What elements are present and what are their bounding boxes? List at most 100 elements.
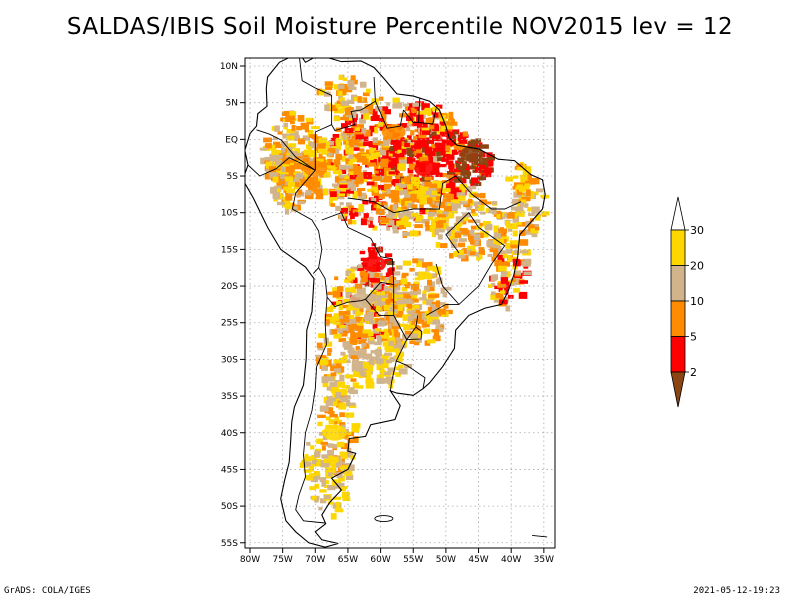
moisture-cell	[316, 158, 324, 162]
moisture-cell	[454, 232, 462, 238]
moisture-cell	[340, 97, 345, 103]
moisture-cell	[519, 202, 524, 207]
moisture-cell	[380, 158, 389, 164]
moisture-cell	[320, 358, 329, 366]
moisture-cell	[397, 163, 406, 171]
moisture-cell	[469, 165, 477, 170]
moisture-cell	[498, 302, 508, 307]
moisture-cell	[352, 436, 359, 443]
moisture-cell	[479, 192, 486, 199]
south-georgia	[532, 534, 548, 538]
moisture-cell	[338, 193, 346, 197]
moisture-cell	[324, 81, 333, 86]
moisture-cell	[437, 220, 446, 224]
moisture-cell	[389, 356, 394, 362]
moisture-cell	[268, 166, 277, 173]
moisture-cell	[437, 182, 445, 189]
moisture-cell	[505, 176, 513, 182]
moisture-cell	[359, 330, 366, 338]
moisture-cell	[367, 188, 372, 192]
moisture-cell	[496, 262, 506, 269]
moisture-cell	[273, 136, 278, 141]
moisture-cell	[375, 207, 381, 215]
moisture-cell	[380, 151, 387, 156]
moisture-cell	[334, 380, 340, 385]
moisture-cell	[357, 265, 366, 271]
moisture-cell	[290, 161, 298, 166]
moisture-cell	[339, 412, 345, 418]
moisture-cell	[425, 209, 432, 215]
moisture-cell	[379, 147, 386, 152]
moisture-cell	[360, 371, 367, 377]
moisture-cell	[326, 443, 333, 447]
moisture-cell	[335, 501, 341, 509]
moisture-cell	[396, 153, 405, 161]
moisture-cell	[413, 136, 418, 141]
moisture-cell	[333, 359, 342, 364]
moisture-cell	[348, 157, 355, 163]
moisture-cell	[435, 221, 444, 228]
moisture-cell	[425, 225, 433, 231]
moisture-cell	[284, 178, 290, 186]
moisture-cell	[479, 199, 487, 203]
moisture-cell	[388, 210, 396, 217]
moisture-cell	[363, 112, 370, 120]
moisture-cell	[474, 182, 482, 186]
moisture-cell	[432, 267, 439, 272]
moisture-cell	[509, 240, 519, 247]
moisture-cell	[356, 287, 366, 295]
moisture-cell	[389, 204, 395, 212]
moisture-cell	[324, 104, 330, 111]
lat-label: 10S	[221, 209, 238, 219]
moisture-cell	[519, 280, 528, 284]
moisture-cell	[441, 157, 449, 162]
moisture-cell	[271, 149, 279, 155]
moisture-cell	[329, 195, 338, 201]
moisture-cell	[487, 154, 495, 161]
moisture-cell	[441, 114, 447, 121]
moisture-cell	[468, 193, 475, 198]
moisture-cell	[297, 115, 305, 122]
moisture-cell	[491, 291, 496, 296]
moisture-cell	[524, 183, 531, 187]
moisture-cell	[351, 163, 358, 168]
country-border	[418, 108, 437, 125]
moisture-cell	[372, 317, 378, 325]
moisture-cell	[291, 125, 296, 132]
moisture-cell	[369, 294, 377, 302]
moisture-cell	[324, 141, 330, 149]
moisture-cell	[317, 184, 323, 190]
moisture-cell	[493, 231, 503, 238]
moisture-cell	[386, 220, 395, 226]
moisture-cell	[319, 477, 327, 483]
moisture-cell	[273, 155, 279, 162]
moisture-cell	[486, 240, 496, 247]
moisture-cell	[307, 129, 314, 137]
moisture-cell	[429, 125, 435, 130]
moisture-cell	[366, 305, 371, 311]
moisture-cell	[471, 185, 477, 190]
country-border	[389, 360, 397, 391]
moisture-cell	[444, 112, 453, 119]
moisture-cell	[369, 147, 377, 153]
moisture-cell	[344, 108, 351, 115]
moisture-cell	[354, 132, 363, 137]
moisture-cell	[357, 138, 364, 144]
moisture-cell	[444, 206, 452, 212]
moisture-cell	[379, 118, 384, 123]
moisture-cell	[402, 231, 412, 237]
moisture-cell	[428, 294, 437, 299]
moisture-cell	[422, 123, 428, 129]
moisture-cell	[452, 238, 458, 243]
moisture-cell	[461, 161, 467, 168]
moisture-cell	[290, 118, 295, 125]
moisture-cell	[443, 287, 452, 291]
moisture-cell	[332, 148, 340, 154]
moisture-cell	[332, 496, 342, 500]
moisture-cell	[339, 487, 346, 492]
moisture-cell	[415, 215, 424, 222]
moisture-cell	[510, 244, 519, 249]
moisture-cell	[294, 135, 300, 141]
moisture-cell	[308, 466, 314, 472]
moisture-cell	[409, 340, 417, 344]
